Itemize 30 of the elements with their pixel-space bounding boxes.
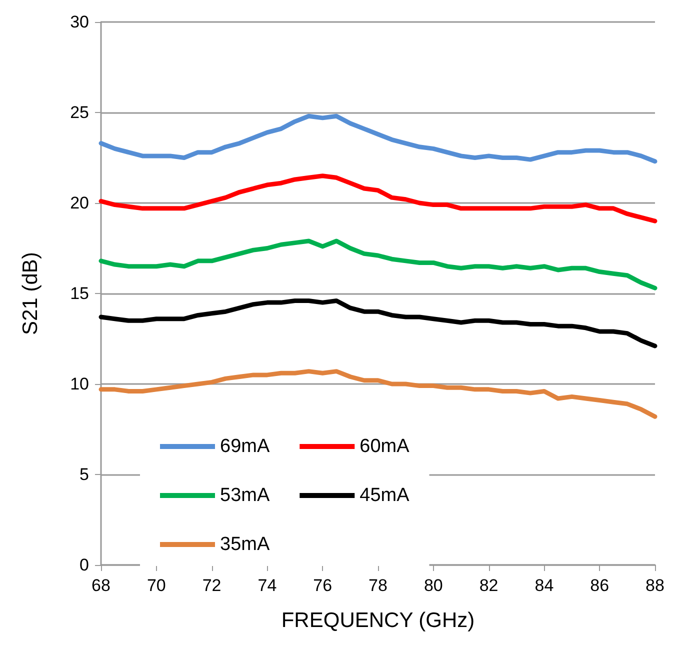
- y-tick-label: 0: [80, 556, 89, 574]
- y-tick-label: 15: [70, 284, 89, 303]
- legend-label: 69mA: [220, 436, 270, 457]
- legend-label: 53mA: [220, 485, 270, 506]
- x-tick-label: 72: [202, 576, 222, 595]
- y-tick-label: 20: [70, 194, 89, 212]
- x-tick-label: 70: [146, 576, 166, 595]
- y-tick-label: 10: [70, 374, 89, 394]
- line-series: [98, 369, 658, 419]
- x-tick-label: 68: [92, 576, 110, 595]
- x-tick-label: 80: [424, 576, 443, 595]
- y-axis-title: S21 (dB): [19, 252, 42, 335]
- legend-label: 45mA: [360, 485, 410, 506]
- legend-label: 35mA: [220, 534, 270, 555]
- line-series: [98, 298, 658, 348]
- x-tick-label: 84: [534, 576, 554, 595]
- x-tick-label: 76: [313, 576, 332, 595]
- legend-label: 60mA: [360, 436, 410, 457]
- line-series: [98, 174, 658, 224]
- x-tick-label: 82: [479, 576, 498, 595]
- x-tick-label: 78: [368, 576, 388, 595]
- x-tick-label: 86: [590, 576, 610, 595]
- x-tick-label: 88: [646, 576, 664, 595]
- y-tick-label: 30: [70, 12, 89, 32]
- line-series: [98, 238, 658, 290]
- y-tick-label: 25: [70, 103, 89, 122]
- y-tick-label: 5: [80, 465, 89, 484]
- line-series: [98, 114, 658, 164]
- x-tick-label: 74: [258, 576, 277, 595]
- x-axis-title: FREQUENCY (GHz): [281, 609, 475, 632]
